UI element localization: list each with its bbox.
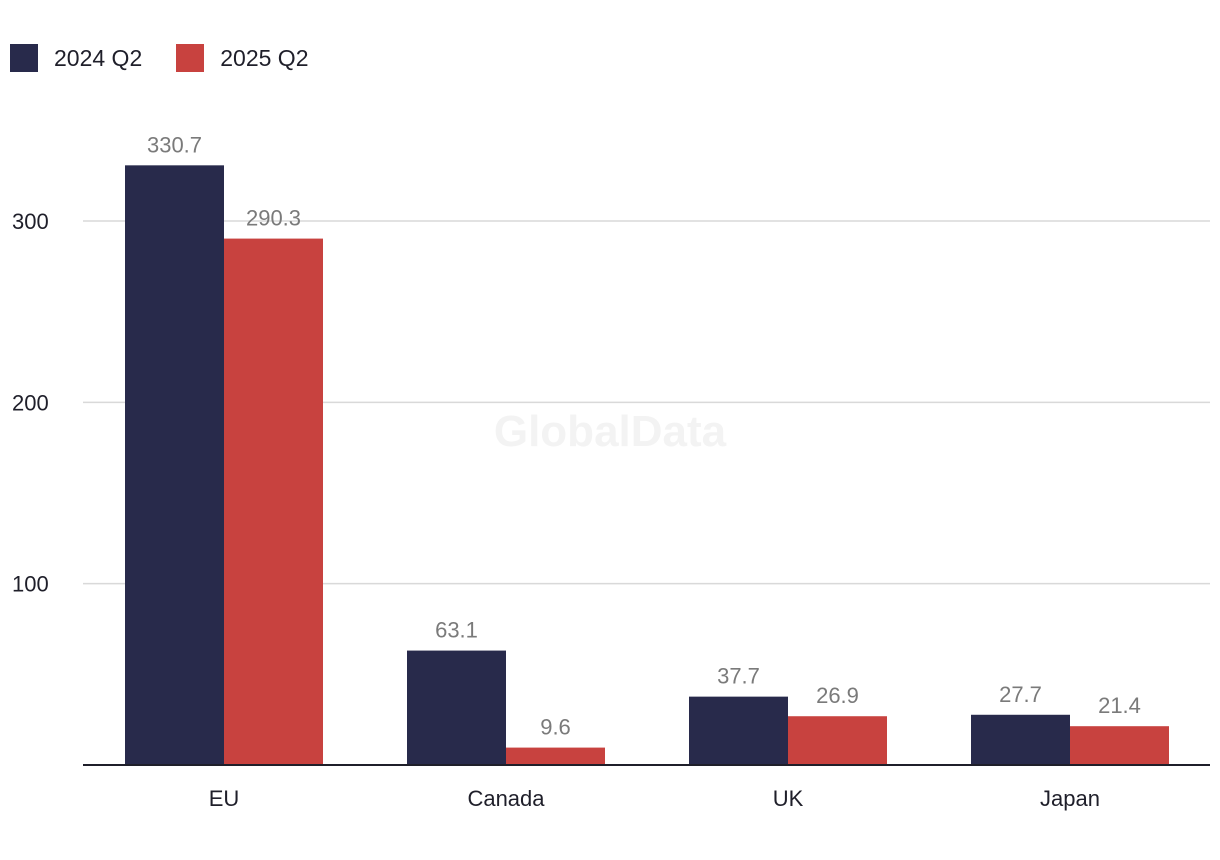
bar-canada-2025-q2 [506,747,605,765]
legend-label-2025-q2: 2025 Q2 [220,44,309,71]
data-label: 21.4 [1098,693,1141,718]
legend-item-2025-q2: 2025 Q2 [176,44,309,72]
y-tick-label: 300 [12,209,49,234]
bar-uk-2024-q2 [689,696,788,765]
data-label: 63.1 [435,618,478,643]
data-label: 9.6 [540,715,571,740]
legend-label-2024-q2: 2024 Q2 [54,44,143,71]
legend: 2024 Q2 2025 Q2 [10,44,309,72]
legend-swatch-2025-q2 [176,44,205,72]
bar-uk-2025-q2 [788,716,887,765]
bar-japan-2025-q2 [1070,726,1169,765]
bar-japan-2024-q2 [971,714,1070,765]
watermark: GlobalData [494,407,727,456]
legend-item-2024-q2: 2024 Q2 [10,44,142,72]
x-tick-label: Japan [1040,786,1100,811]
data-label: 330.7 [147,132,202,157]
x-tick-label: EU [209,786,240,811]
x-tick-label: Canada [467,786,545,811]
data-label: 26.9 [816,683,859,708]
bar-eu-2025-q2 [224,238,323,765]
bar-canada-2024-q2 [407,650,506,765]
data-label: 27.7 [999,682,1042,707]
data-label: 290.3 [246,206,301,231]
x-tick-label: UK [773,786,804,811]
legend-swatch-2024-q2 [10,44,38,72]
data-label: 37.7 [717,664,760,689]
y-tick-label: 200 [12,390,49,415]
y-tick-label: 100 [12,572,49,597]
bar-eu-2024-q2 [125,165,224,765]
